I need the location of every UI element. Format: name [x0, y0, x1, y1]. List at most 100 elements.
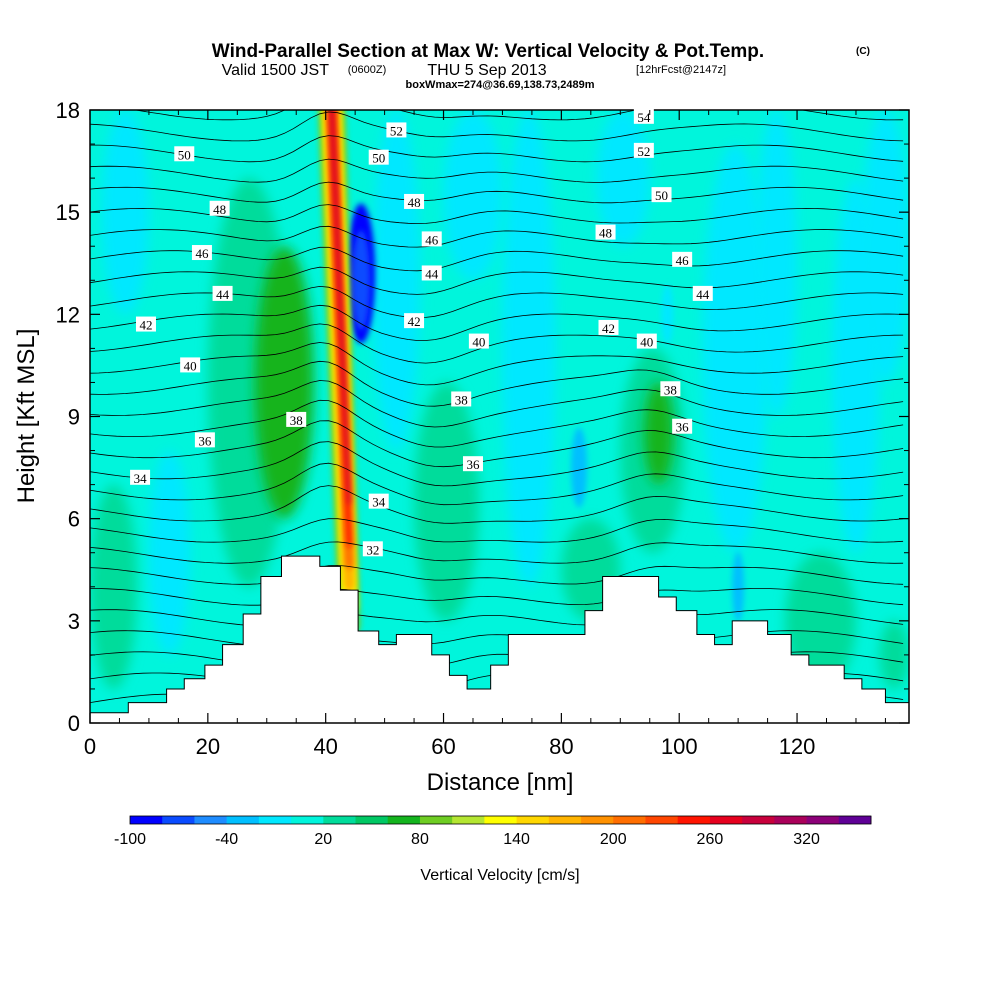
theta-label-text: 54 — [637, 110, 651, 125]
theta-label-bg — [194, 432, 215, 448]
updraft-zone — [90, 484, 138, 689]
theta-label-text: 48 — [599, 226, 612, 241]
theta-label: 46 — [191, 245, 212, 261]
theta-label-bg — [421, 265, 442, 281]
theta-contour-line — [133, 110, 904, 121]
colorbar-swatch — [194, 816, 228, 824]
theta-label-text: 44 — [425, 266, 439, 281]
colorbar-swatch — [452, 816, 485, 824]
theta-contour-line — [90, 304, 904, 341]
theta-label: 46 — [421, 231, 442, 247]
colorbar-swatch — [709, 816, 743, 824]
theta-label-text: 40 — [640, 335, 653, 350]
theta-label-bg — [598, 319, 619, 335]
theta-label-text: 38 — [455, 392, 468, 407]
y-axis-title: Height [Kft MSL] — [13, 329, 40, 504]
colorbar-tick-label: 140 — [503, 831, 530, 848]
theta-contour-line — [90, 360, 904, 407]
theta-label-bg — [451, 391, 472, 407]
theta-contour-line — [90, 609, 904, 627]
theta-contour-line — [90, 158, 904, 183]
theta-label-text: 50 — [655, 188, 668, 203]
theta-label-text: 46 — [425, 232, 439, 247]
copyright-mark: (C) — [856, 46, 870, 57]
downdraft-core — [661, 284, 674, 345]
theta-label-bg — [135, 316, 156, 332]
theta-label-bg — [633, 142, 654, 158]
valid-time: Valid 1500 JST — [222, 62, 330, 79]
theta-label-bg — [368, 493, 389, 509]
theta-label-bg — [672, 418, 693, 434]
theta-contour-line — [90, 541, 904, 564]
theta-label-text: 40 — [472, 335, 485, 350]
theta-contour-line — [90, 204, 904, 225]
x-tick-label: 0 — [84, 734, 96, 759]
theta-contour-line — [90, 111, 904, 142]
theta-contour-line — [90, 441, 904, 487]
y-tick-label: 9 — [68, 405, 80, 430]
y-tick-label: 12 — [56, 302, 80, 327]
theta-contour-line — [90, 266, 904, 295]
theta-label: 40 — [468, 333, 489, 350]
contour-labels: 52 50 50 48 48 46 46 44 44 42 42 40 40 38 38 36 36 34 34 32… — [130, 108, 713, 557]
theta-label: 40 — [180, 357, 201, 373]
weak-sink-region — [148, 450, 191, 655]
theta-label-text: 48 — [408, 195, 421, 210]
theta-contour-line — [90, 485, 904, 524]
theta-label-bg — [595, 224, 616, 240]
theta-label-text: 48 — [213, 202, 226, 217]
theta-label-text: 46 — [195, 246, 209, 261]
colorbar-swatch — [484, 816, 518, 824]
theta-label-text: 34 — [134, 471, 148, 486]
theta-label: 52 — [633, 142, 654, 159]
theta-label-text: 38 — [664, 382, 677, 397]
theta-label-text: 40 — [184, 358, 197, 373]
theta-label-text: 38 — [290, 413, 303, 428]
theta-label: 40 — [636, 333, 657, 350]
theta-label-text: 46 — [676, 253, 690, 268]
forecast-info: [12hrFcst@2147z] — [636, 64, 726, 76]
colorbar-swatch — [838, 816, 872, 824]
theta-label: 38 — [660, 381, 681, 397]
theta-label-text: 50 — [178, 147, 191, 162]
theta-label: 48 — [209, 200, 230, 217]
colorbar-swatch — [806, 816, 840, 824]
theta-label: 42 — [404, 313, 425, 329]
theta-label: 50 — [651, 187, 672, 203]
colorbar-swatch — [548, 816, 582, 824]
colorbar-tick-label: -100 — [114, 831, 146, 848]
theta-label-text: 36 — [676, 420, 690, 435]
theta-label-text: 52 — [637, 144, 650, 159]
theta-label: 50 — [368, 149, 389, 166]
colorbar-tick-label: 200 — [600, 831, 627, 848]
valid-utc: (0600Z) — [348, 64, 387, 76]
theta-label-text: 42 — [139, 318, 152, 333]
y-tick-label: 0 — [68, 711, 80, 736]
theta-label-bg — [672, 251, 693, 267]
valid-date: THU 5 Sep 2013 — [427, 62, 546, 79]
downdraft-core — [732, 551, 745, 622]
colorbar: -100 -40 20 80 140 200 260 320 — [114, 815, 872, 848]
theta-label: 32 — [362, 541, 383, 557]
theta-label-text: 36 — [198, 433, 212, 448]
colorbar-frame — [129, 815, 872, 825]
x-tick-label: 60 — [431, 734, 455, 759]
theta-contour-line — [90, 181, 904, 204]
colorbar-swatch — [226, 816, 260, 824]
velocity-field — [90, 110, 909, 723]
colorbar-swatch — [516, 816, 550, 824]
colorbar-swatch — [162, 816, 195, 824]
colorbar-swatch — [258, 816, 292, 824]
colorbar-swatch — [291, 816, 324, 824]
theta-contour-line — [90, 588, 904, 606]
theta-contour-line — [90, 225, 904, 248]
weak-sink-region — [702, 144, 768, 553]
x-tick-label: 40 — [313, 734, 337, 759]
theta-label-bg — [130, 469, 151, 485]
theta-label-text: 34 — [372, 495, 386, 510]
theta-label: 34 — [130, 469, 151, 486]
colorbar-tick-label: 260 — [697, 831, 724, 848]
x-tick-label: 100 — [661, 734, 698, 759]
